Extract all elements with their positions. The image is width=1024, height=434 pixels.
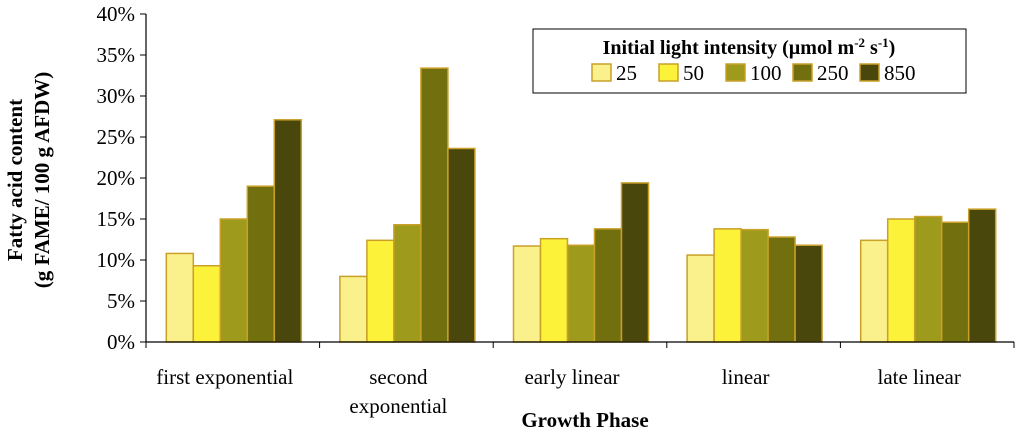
y-tick-label: 35% — [97, 43, 136, 67]
legend-label-50: 50 — [683, 61, 704, 85]
bar-25-cat3 — [512, 245, 542, 343]
bar-100-cat1 — [219, 218, 249, 343]
x-category-label: linear — [722, 365, 770, 389]
bar-25-cat2 — [339, 275, 368, 343]
y-tick-label: 10% — [97, 248, 136, 272]
bar-50-cat3 — [539, 237, 569, 343]
x-category-label: first exponential — [156, 365, 293, 389]
bar-50-cat5 — [886, 218, 916, 343]
bar-250-cat1 — [246, 185, 276, 343]
legend-label-850: 850 — [884, 61, 916, 85]
y-axis-title-line1: Fatty acid content — [3, 99, 27, 261]
x-axis-labels: first exponential second exponential early … — [156, 365, 961, 418]
legend-label-25: 25 — [616, 61, 637, 85]
y-tick-label: 40% — [97, 2, 136, 26]
bar-100-cat2 — [393, 223, 422, 343]
legend-box — [532, 28, 967, 94]
bar-250-cat5 — [940, 221, 970, 343]
bar-100-cat5 — [913, 215, 943, 343]
axes — [145, 14, 1015, 348]
x-category-label: early linear — [524, 365, 619, 389]
y-tick-label: 20% — [97, 166, 136, 190]
bar-100-cat3 — [566, 244, 596, 343]
legend-label-100: 100 — [750, 61, 782, 85]
y-axis-title-line2: (g FAME/ 100 g AFDW) — [30, 72, 54, 289]
y-tick-label: 30% — [97, 84, 136, 108]
bars — [165, 67, 997, 343]
y-axis-title: Fatty acid content (g FAME/ 100 g AFDW) — [3, 72, 54, 289]
legend-swatch-100 — [725, 63, 746, 82]
y-tick-label: 0% — [107, 330, 135, 354]
bar-25-cat4 — [686, 254, 715, 343]
bar-850-cat5 — [967, 208, 997, 343]
legend: Initial light intensity (µmol m-2 s-1) 2… — [532, 28, 967, 94]
legend-title: Initial light intensity (µmol m-2 s-1) — [603, 35, 896, 60]
bar-850-cat3 — [620, 182, 650, 343]
x-category-label: late linear — [878, 365, 961, 389]
legend-swatch-50 — [658, 63, 679, 82]
bar-50-cat4 — [713, 228, 742, 343]
bar-50-cat1 — [192, 264, 222, 343]
bar-250-cat4 — [767, 236, 796, 343]
legend-items: 25 50 100 250 850 — [591, 61, 916, 85]
y-tick-label: 5% — [107, 289, 135, 313]
bar-25-cat5 — [859, 239, 889, 343]
bar-100-cat4 — [740, 228, 769, 343]
bar-250-cat2 — [420, 67, 449, 343]
y-tick-label: 15% — [97, 207, 136, 231]
legend-swatch-250 — [792, 63, 813, 82]
x-category-label: exponential — [349, 394, 447, 418]
legend-swatch-25 — [591, 63, 612, 82]
bar-850-cat4 — [794, 244, 823, 343]
bar-250-cat3 — [593, 228, 623, 343]
legend-swatch-850 — [859, 63, 880, 82]
y-tick-label: 25% — [97, 125, 136, 149]
y-axis-ticks: 0% 5% 10% 15% 20% 25% 30% 35% 40% — [97, 2, 146, 354]
x-axis-title: Growth Phase — [521, 408, 648, 432]
bar-850-cat2 — [447, 147, 476, 343]
bar-25-cat1 — [165, 252, 195, 343]
x-category-label: second — [369, 365, 428, 389]
bar-50-cat2 — [366, 239, 395, 343]
legend-label-250: 250 — [817, 61, 849, 85]
bar-850-cat1 — [273, 119, 303, 343]
